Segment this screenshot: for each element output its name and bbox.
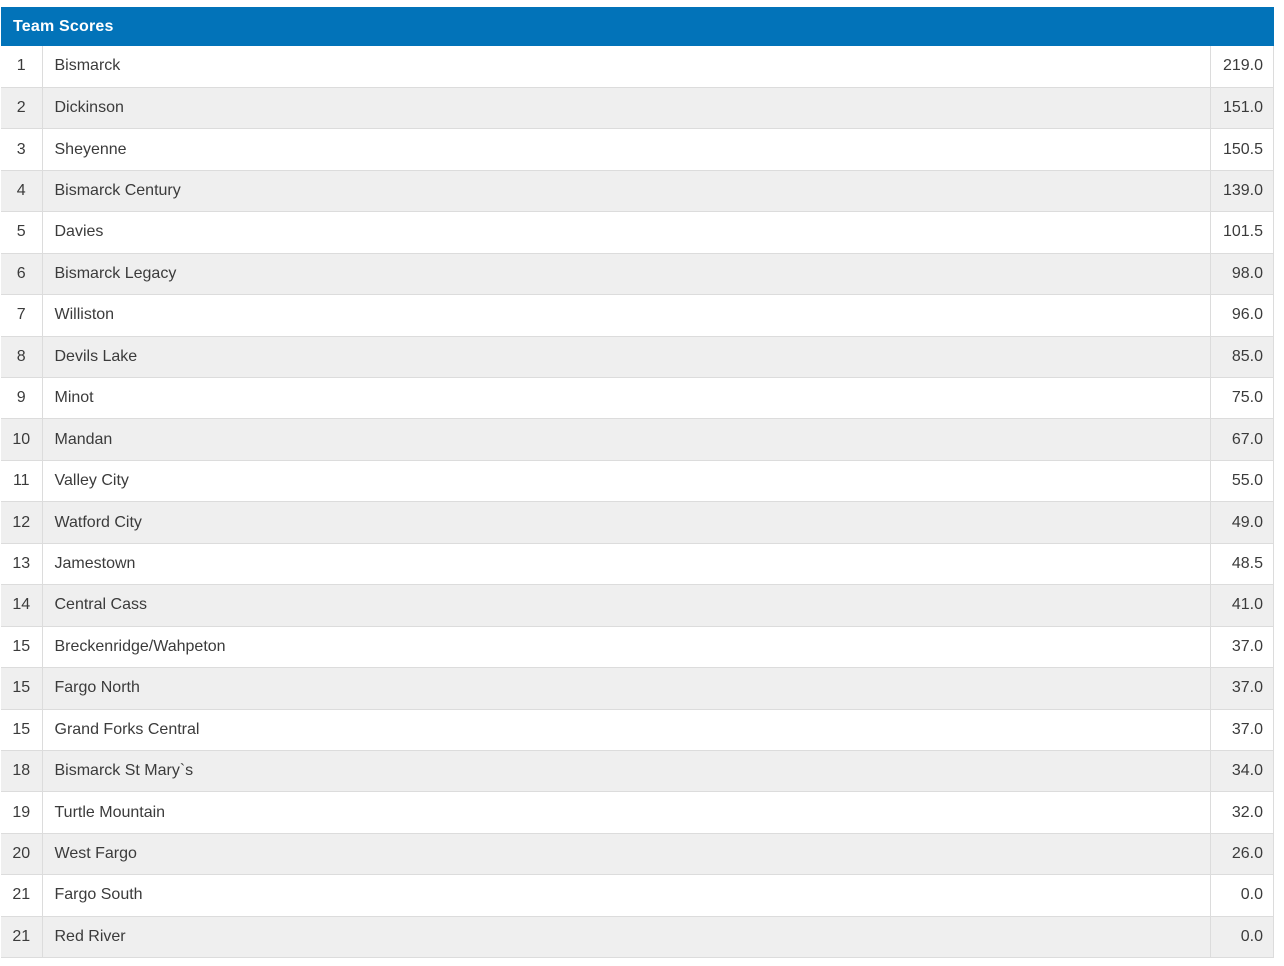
rank-cell: 13: [1, 543, 42, 586]
rank-cell: 11: [1, 460, 42, 503]
rank-cell: 21: [1, 916, 42, 959]
table-row: 21 Fargo South 0.0: [1, 874, 1275, 917]
rank-cell: 6: [1, 253, 42, 296]
score-cell: 32.0: [1209, 791, 1275, 834]
score-cell: 37.0: [1209, 626, 1275, 669]
score-cell: 37.0: [1209, 667, 1275, 710]
rank-cell: 4: [1, 170, 42, 213]
rank-cell: 1: [1, 46, 42, 88]
table-title: Team Scores: [1, 7, 1274, 46]
rank-cell: 18: [1, 750, 42, 793]
team-name-cell: Sheyenne: [41, 128, 1211, 171]
score-cell: 219.0: [1209, 46, 1275, 88]
team-name-cell: Valley City: [41, 460, 1211, 503]
team-name-cell: Mandan: [41, 418, 1211, 461]
table-row: 8 Devils Lake 85.0: [1, 336, 1275, 379]
table-row: 1 Bismarck 219.0: [1, 46, 1275, 88]
table-row: 15 Fargo North 37.0: [1, 667, 1275, 710]
team-name-cell: Bismarck Century: [41, 170, 1211, 213]
score-cell: 34.0: [1209, 750, 1275, 793]
score-cell: 101.5: [1209, 211, 1275, 254]
team-name-cell: West Fargo: [41, 833, 1211, 876]
team-name-cell: Central Cass: [41, 584, 1211, 627]
rank-cell: 19: [1, 791, 42, 834]
team-name-cell: Minot: [41, 377, 1211, 420]
score-cell: 151.0: [1209, 87, 1275, 130]
rank-cell: 2: [1, 87, 42, 130]
score-cell: 98.0: [1209, 253, 1275, 296]
score-cell: 85.0: [1209, 336, 1275, 379]
table-row: 2 Dickinson 151.0: [1, 87, 1275, 130]
score-cell: 49.0: [1209, 501, 1275, 544]
table-row: 20 West Fargo 26.0: [1, 833, 1275, 876]
score-cell: 150.5: [1209, 128, 1275, 171]
team-name-cell: Watford City: [41, 501, 1211, 544]
rank-cell: 7: [1, 294, 42, 337]
rank-cell: 15: [1, 667, 42, 710]
team-name-cell: Grand Forks Central: [41, 709, 1211, 751]
table-row: 21 Red River 0.0: [1, 916, 1275, 959]
score-cell: 139.0: [1209, 170, 1275, 213]
rank-cell: 3: [1, 128, 42, 171]
table-row: 19 Turtle Mountain 32.0: [1, 791, 1275, 834]
score-cell: 0.0: [1209, 916, 1275, 959]
team-name-cell: Bismarck: [41, 46, 1211, 88]
rank-cell: 15: [1, 626, 42, 669]
team-name-cell: Breckenridge/Wahpeton: [41, 626, 1211, 669]
table-row: 15 Breckenridge/Wahpeton 37.0: [1, 626, 1275, 669]
score-cell: 96.0: [1209, 294, 1275, 337]
team-name-cell: Dickinson: [41, 87, 1211, 130]
rank-cell: 9: [1, 377, 42, 420]
score-cell: 26.0: [1209, 833, 1275, 876]
table-row: 10 Mandan 67.0: [1, 418, 1275, 461]
table-row: 18 Bismarck St Mary`s 34.0: [1, 750, 1275, 793]
rank-cell: 14: [1, 584, 42, 627]
team-name-cell: Davies: [41, 211, 1211, 254]
team-name-cell: Fargo South: [41, 874, 1211, 917]
score-cell: 67.0: [1209, 418, 1275, 461]
table-header: Team Scores: [1, 7, 1274, 46]
table-row: 3 Sheyenne 150.5: [1, 128, 1275, 171]
rank-cell: 21: [1, 874, 42, 917]
team-scores-table: Team Scores 1 Bismarck 219.0 2 Dickinson…: [1, 7, 1275, 959]
score-cell: 75.0: [1209, 377, 1275, 420]
table-row: 15 Grand Forks Central 37.0: [1, 709, 1275, 751]
rank-cell: 5: [1, 211, 42, 254]
team-name-cell: Williston: [41, 294, 1211, 337]
rank-cell: 12: [1, 501, 42, 544]
score-cell: 0.0: [1209, 874, 1275, 917]
table-row: 4 Bismarck Century 139.0: [1, 170, 1275, 213]
team-name-cell: Turtle Mountain: [41, 791, 1211, 834]
team-name-cell: Jamestown: [41, 543, 1211, 586]
rank-cell: 8: [1, 336, 42, 379]
table-row: 11 Valley City 55.0: [1, 460, 1275, 503]
score-cell: 41.0: [1209, 584, 1275, 627]
score-cell: 37.0: [1209, 709, 1275, 751]
table-body: 1 Bismarck 219.0 2 Dickinson 151.0 3 She…: [1, 46, 1275, 959]
table-row: 12 Watford City 49.0: [1, 501, 1275, 544]
score-cell: 55.0: [1209, 460, 1275, 503]
team-name-cell: Bismarck St Mary`s: [41, 750, 1211, 793]
team-name-cell: Bismarck Legacy: [41, 253, 1211, 296]
table-header-row: Team Scores: [1, 7, 1274, 46]
team-name-cell: Fargo North: [41, 667, 1211, 710]
table-row: 13 Jamestown 48.5: [1, 543, 1275, 586]
team-name-cell: Devils Lake: [41, 336, 1211, 379]
table-row: 6 Bismarck Legacy 98.0: [1, 253, 1275, 296]
table-row: 14 Central Cass 41.0: [1, 584, 1275, 627]
rank-cell: 10: [1, 418, 42, 461]
rank-cell: 15: [1, 709, 42, 751]
table-row: 9 Minot 75.0: [1, 377, 1275, 420]
team-name-cell: Red River: [41, 916, 1211, 959]
rank-cell: 20: [1, 833, 42, 876]
table-row: 5 Davies 101.5: [1, 211, 1275, 254]
score-cell: 48.5: [1209, 543, 1275, 586]
table-row: 7 Williston 96.0: [1, 294, 1275, 337]
